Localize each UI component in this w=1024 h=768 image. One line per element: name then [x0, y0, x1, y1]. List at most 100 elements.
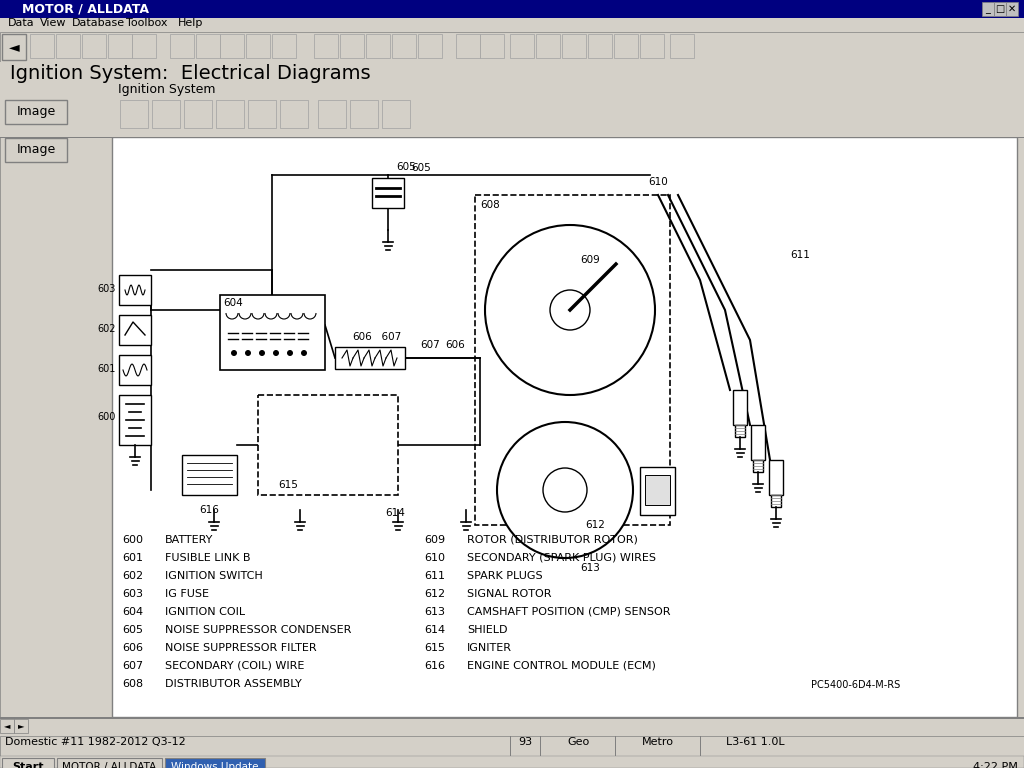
Bar: [418, 34, 442, 58]
Bar: [480, 34, 504, 58]
Text: Metro: Metro: [642, 737, 674, 747]
Text: SIGNAL ROTOR: SIGNAL ROTOR: [467, 589, 552, 599]
Text: 609: 609: [424, 535, 445, 545]
Bar: [0, 719, 14, 733]
Text: 605: 605: [122, 625, 143, 635]
Circle shape: [259, 350, 265, 356]
Bar: [753, 460, 763, 472]
Bar: [119, 395, 151, 445]
Circle shape: [497, 422, 633, 558]
Bar: [119, 275, 151, 305]
Bar: [314, 34, 338, 58]
Bar: [982, 2, 994, 16]
Text: SPARK PLUGS: SPARK PLUGS: [467, 571, 543, 581]
Bar: [733, 390, 746, 425]
Text: 603: 603: [97, 284, 116, 294]
Text: 93: 93: [518, 737, 532, 747]
Text: Database: Database: [72, 18, 125, 28]
Circle shape: [231, 350, 237, 356]
Bar: [0, 0, 1024, 18]
Bar: [119, 315, 151, 345]
Bar: [0, 137, 1024, 138]
Bar: [562, 34, 586, 58]
Text: IGNITER: IGNITER: [467, 643, 512, 653]
Bar: [272, 34, 296, 58]
Bar: [645, 475, 670, 505]
Text: ROTOR (DISTRIBUTOR ROTOR): ROTOR (DISTRIBUTOR ROTOR): [467, 535, 638, 545]
Text: 605: 605: [396, 162, 416, 172]
Text: 615: 615: [424, 643, 445, 653]
Bar: [170, 34, 194, 58]
Text: ►: ►: [17, 721, 25, 730]
Bar: [0, 756, 1024, 768]
Text: 600: 600: [122, 535, 143, 545]
Bar: [350, 100, 378, 128]
Text: 601: 601: [122, 553, 143, 563]
Text: 610: 610: [424, 553, 445, 563]
Text: Domestic #11 1982-2012 Q3-12: Domestic #11 1982-2012 Q3-12: [5, 737, 185, 747]
Text: MOTOR / ALLDATA: MOTOR / ALLDATA: [61, 762, 156, 768]
Text: NOISE SUPPRESSOR CONDENSER: NOISE SUPPRESSOR CONDENSER: [165, 625, 351, 635]
Bar: [0, 32, 1024, 62]
Bar: [258, 395, 398, 495]
Text: Image: Image: [16, 144, 55, 157]
Text: 614: 614: [385, 508, 404, 518]
Bar: [2, 758, 54, 768]
Bar: [152, 100, 180, 128]
Bar: [220, 295, 325, 370]
Text: Data: Data: [8, 18, 35, 28]
Text: 607: 607: [420, 340, 440, 350]
Text: 612: 612: [585, 520, 605, 530]
Text: Help: Help: [178, 18, 204, 28]
Bar: [14, 719, 28, 733]
Text: 612: 612: [424, 589, 445, 599]
Text: 602: 602: [97, 324, 116, 334]
Bar: [456, 34, 480, 58]
Bar: [1006, 2, 1018, 16]
Text: Geo: Geo: [567, 737, 589, 747]
Text: 606: 606: [122, 643, 143, 653]
Bar: [2, 34, 26, 60]
Text: 610: 610: [648, 177, 668, 187]
Bar: [108, 34, 132, 58]
Bar: [994, 2, 1006, 16]
Text: 604: 604: [223, 298, 243, 308]
Text: 602: 602: [122, 571, 143, 581]
Text: 616: 616: [424, 661, 445, 671]
Text: 607: 607: [375, 332, 401, 342]
Bar: [614, 34, 638, 58]
Text: IGNITION SWITCH: IGNITION SWITCH: [165, 571, 263, 581]
Circle shape: [245, 350, 251, 356]
Bar: [0, 97, 1024, 98]
Bar: [0, 717, 1024, 719]
Text: 613: 613: [580, 563, 600, 573]
Bar: [0, 32, 1024, 62]
Bar: [82, 34, 106, 58]
Text: ◄: ◄: [8, 40, 19, 54]
Text: ✕: ✕: [1008, 4, 1016, 14]
Bar: [0, 97, 1024, 137]
Text: 616: 616: [199, 505, 219, 515]
Text: SHIELD: SHIELD: [467, 625, 508, 635]
Text: SECONDARY (COIL) WIRE: SECONDARY (COIL) WIRE: [165, 661, 304, 671]
Text: □: □: [995, 4, 1005, 14]
Text: NOISE SUPPRESSOR FILTER: NOISE SUPPRESSOR FILTER: [165, 643, 316, 653]
Bar: [0, 756, 1024, 768]
Bar: [30, 34, 54, 58]
Bar: [248, 100, 276, 128]
Text: 609: 609: [581, 255, 600, 265]
Text: View: View: [40, 18, 67, 28]
Bar: [588, 34, 612, 58]
Text: 601: 601: [97, 364, 116, 374]
Text: 614: 614: [424, 625, 445, 635]
Bar: [670, 34, 694, 58]
Circle shape: [287, 350, 293, 356]
Text: 611: 611: [424, 571, 445, 581]
Circle shape: [485, 225, 655, 395]
Bar: [640, 467, 675, 515]
Bar: [220, 34, 244, 58]
Text: FUSIBLE LINK B: FUSIBLE LINK B: [165, 553, 251, 563]
Text: SECONDARY (SPARK PLUG) WIRES: SECONDARY (SPARK PLUG) WIRES: [467, 553, 656, 563]
Text: 604: 604: [122, 607, 143, 617]
Bar: [165, 758, 265, 768]
